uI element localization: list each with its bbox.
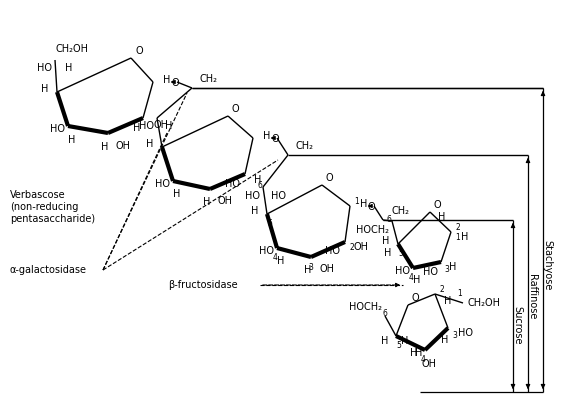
Text: OH: OH — [354, 242, 369, 252]
Text: HO: HO — [225, 179, 240, 189]
Text: H: H — [384, 248, 391, 258]
Text: H: H — [203, 197, 211, 207]
Text: H: H — [461, 232, 469, 242]
Text: CH₂: CH₂ — [200, 74, 218, 84]
Text: H: H — [413, 275, 421, 285]
Text: HO: HO — [395, 266, 410, 276]
Text: H: H — [278, 256, 284, 266]
Text: 1: 1 — [355, 197, 359, 205]
Text: 3: 3 — [309, 263, 313, 273]
Text: H: H — [438, 212, 445, 222]
Text: β-fructosidase: β-fructosidase — [168, 280, 238, 290]
Text: O: O — [412, 293, 419, 303]
Text: OH: OH — [422, 359, 436, 369]
Text: H: H — [145, 139, 153, 149]
Text: H: H — [381, 236, 389, 246]
Text: OH: OH — [319, 264, 334, 274]
Text: CH₂: CH₂ — [391, 206, 409, 216]
Text: H: H — [415, 348, 422, 358]
Text: HO: HO — [155, 179, 170, 189]
Text: H: H — [263, 131, 271, 141]
Text: 4: 4 — [421, 355, 425, 363]
Text: H: H — [165, 121, 173, 131]
Text: 2: 2 — [456, 222, 460, 232]
Text: Raffinose: Raffinose — [527, 273, 537, 319]
Text: OH: OH — [153, 120, 168, 130]
Text: 1: 1 — [456, 234, 460, 242]
Text: OH: OH — [116, 141, 131, 151]
Text: 3: 3 — [452, 330, 458, 339]
Text: 4: 4 — [409, 273, 414, 281]
Text: HO: HO — [458, 328, 473, 338]
Text: HOCH₂: HOCH₂ — [356, 225, 389, 235]
Text: H: H — [163, 75, 170, 85]
Text: 6: 6 — [386, 215, 391, 224]
Text: H: H — [250, 206, 258, 216]
Text: 5: 5 — [396, 341, 402, 349]
Text: HO: HO — [50, 124, 65, 134]
Text: H: H — [173, 189, 181, 199]
Text: H: H — [401, 336, 409, 346]
Text: H: H — [381, 336, 388, 346]
Text: H: H — [441, 335, 449, 345]
Text: O: O — [434, 200, 441, 210]
Text: O: O — [368, 202, 376, 212]
Text: O: O — [135, 46, 143, 56]
Text: HO: HO — [325, 246, 340, 256]
Text: HO: HO — [139, 121, 154, 131]
Text: O: O — [171, 78, 179, 88]
Text: 2: 2 — [440, 285, 444, 293]
Text: CH₂OH: CH₂OH — [468, 298, 501, 308]
Text: 2: 2 — [350, 242, 354, 252]
Text: Stachyose: Stachyose — [542, 240, 552, 291]
Text: HO: HO — [245, 191, 260, 201]
Text: α-galactosidase: α-galactosidase — [10, 265, 87, 275]
Text: 3: 3 — [444, 265, 449, 273]
Text: HO: HO — [271, 191, 286, 201]
Text: H: H — [410, 348, 417, 358]
Text: 4: 4 — [272, 254, 278, 263]
Text: (non-reducing: (non-reducing — [10, 202, 78, 212]
Text: H: H — [254, 175, 261, 185]
Text: Sucrose: Sucrose — [512, 306, 522, 345]
Text: CH₂OH: CH₂OH — [55, 44, 88, 54]
Text: HOCH₂: HOCH₂ — [349, 302, 382, 312]
Text: 5: 5 — [399, 248, 403, 258]
Text: H: H — [65, 63, 72, 73]
Text: 5: 5 — [268, 219, 272, 228]
Text: H: H — [102, 142, 108, 152]
Text: HO: HO — [423, 267, 438, 277]
Text: H: H — [133, 123, 140, 133]
Text: H: H — [449, 262, 456, 272]
Text: 6: 6 — [257, 181, 262, 189]
Text: HO: HO — [259, 246, 274, 256]
Text: H: H — [304, 265, 312, 275]
Text: H: H — [40, 84, 48, 94]
Text: Verbascose: Verbascose — [10, 190, 66, 200]
Text: 6: 6 — [382, 310, 387, 318]
Text: H: H — [360, 199, 368, 209]
Text: CH₂: CH₂ — [296, 141, 314, 151]
Text: H: H — [444, 296, 451, 306]
Text: O: O — [232, 104, 239, 114]
Text: OH: OH — [218, 196, 233, 206]
Text: H: H — [68, 135, 76, 145]
Text: pentasaccharide): pentasaccharide) — [10, 214, 95, 224]
Text: 1: 1 — [458, 289, 462, 298]
Text: HO: HO — [37, 63, 52, 73]
Text: O: O — [325, 173, 332, 183]
Text: O: O — [271, 134, 279, 144]
